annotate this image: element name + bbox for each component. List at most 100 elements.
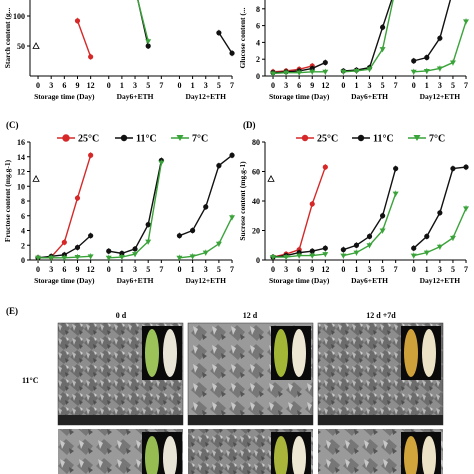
data-point	[87, 254, 94, 260]
data-point	[411, 245, 417, 251]
x-tick-label: 7	[230, 81, 234, 90]
data-point	[132, 252, 139, 258]
x-group-label: Storage time (Day)	[34, 92, 95, 101]
series-line	[76, 20, 92, 58]
data-point	[322, 245, 328, 251]
x-tick-label: 7	[394, 265, 398, 274]
sem-image	[57, 322, 184, 426]
data-point	[309, 248, 315, 254]
data-point	[379, 47, 386, 53]
x-tick-label: 12	[321, 81, 329, 90]
series-line	[272, 166, 326, 258]
x-tick-label: 0	[177, 81, 181, 90]
data-point	[450, 165, 456, 172]
data-point	[366, 233, 373, 239]
y-axis-label: Sucrose content (mg.g-1)	[238, 161, 247, 241]
data-point	[309, 253, 316, 259]
y-tick-label: 0	[21, 256, 25, 265]
x-tick-label: 7	[464, 81, 468, 90]
data-point	[74, 18, 81, 24]
data-point	[119, 250, 125, 256]
y-tick-label: 4	[21, 227, 25, 236]
x-tick-label: 0	[412, 81, 416, 90]
legend-7-label: 7°C	[192, 134, 208, 145]
y-tick-label: 40	[252, 197, 260, 206]
sem-image	[187, 322, 314, 426]
data-point	[74, 244, 81, 251]
data-point	[61, 239, 67, 245]
data-point	[424, 54, 430, 61]
x-tick-label: 3	[133, 265, 137, 274]
x-tick-label: 7	[464, 265, 468, 274]
data-point	[411, 58, 417, 64]
sem-panel: 0 d 12 d 12 d +7d 11°C	[22, 311, 444, 474]
x-group-label: Day6+ETH	[117, 276, 154, 285]
legend-25-label: 25°C	[317, 134, 338, 145]
data-point	[340, 247, 346, 253]
y-tick-label: 0	[256, 72, 260, 81]
banana-peel-image	[145, 329, 159, 377]
data-point	[145, 239, 152, 245]
series-line	[413, 21, 467, 73]
data-point	[216, 163, 222, 169]
data-point	[379, 213, 386, 219]
x-tick-label: 9	[310, 81, 314, 90]
data-point	[309, 201, 315, 207]
data-point	[145, 43, 151, 49]
x-group-label: Storage time (Day)	[269, 92, 330, 101]
x-tick-label: 5	[381, 265, 385, 274]
data-point	[145, 39, 152, 45]
x-group-label: Day6+ETH	[351, 276, 388, 285]
x-tick-label: 5	[217, 81, 221, 90]
data-point	[437, 35, 443, 41]
x-tick-label: 1	[191, 81, 195, 90]
data-point	[189, 227, 196, 234]
data-point	[189, 254, 196, 260]
x-tick-label: 6	[62, 81, 66, 90]
data-point	[216, 30, 222, 36]
x-tick-label: 7	[394, 81, 398, 90]
x-tick-label: 3	[368, 265, 372, 274]
x-tick-label: 1	[120, 265, 124, 274]
x-group-label: Day6+ETH	[117, 92, 154, 101]
data-point	[449, 235, 456, 241]
x-tick-label: 0	[177, 265, 181, 274]
data-point	[340, 253, 347, 259]
y-tick-label: 2	[21, 241, 25, 250]
x-tick-label: 0	[412, 265, 416, 274]
data-point	[296, 70, 303, 76]
legend-11-label: 11°C	[373, 134, 394, 145]
x-tick-label: 1	[425, 81, 429, 90]
data-point	[353, 242, 360, 248]
sem-image	[318, 429, 443, 474]
data-point	[463, 19, 470, 25]
data-point	[88, 233, 94, 239]
y-tick-label: 0	[256, 256, 260, 265]
x-group-label: Day6+ETH	[351, 92, 388, 101]
y-tick-label: 60	[252, 168, 260, 177]
x-tick-label: 12	[87, 265, 95, 274]
y-tick-label: 12	[17, 168, 25, 177]
x-tick-label: 7	[159, 265, 163, 274]
data-point	[283, 255, 290, 261]
x-tick-label: 9	[310, 265, 314, 274]
data-point	[48, 255, 55, 261]
x-tick-label: 12	[87, 81, 95, 90]
data-point	[437, 210, 443, 216]
legend-25-label: 25°C	[78, 134, 99, 145]
data-point	[74, 195, 81, 201]
series-line	[108, 162, 163, 259]
x-tick-label: 7	[230, 265, 234, 274]
y-tick-label: 4	[256, 38, 260, 47]
data-point	[410, 253, 417, 259]
x-tick-label: 3	[368, 81, 372, 90]
data-point	[35, 255, 42, 261]
data-point	[158, 160, 165, 166]
banana-pulp-image	[422, 329, 436, 377]
data-point	[379, 24, 386, 30]
data-point	[296, 253, 303, 259]
